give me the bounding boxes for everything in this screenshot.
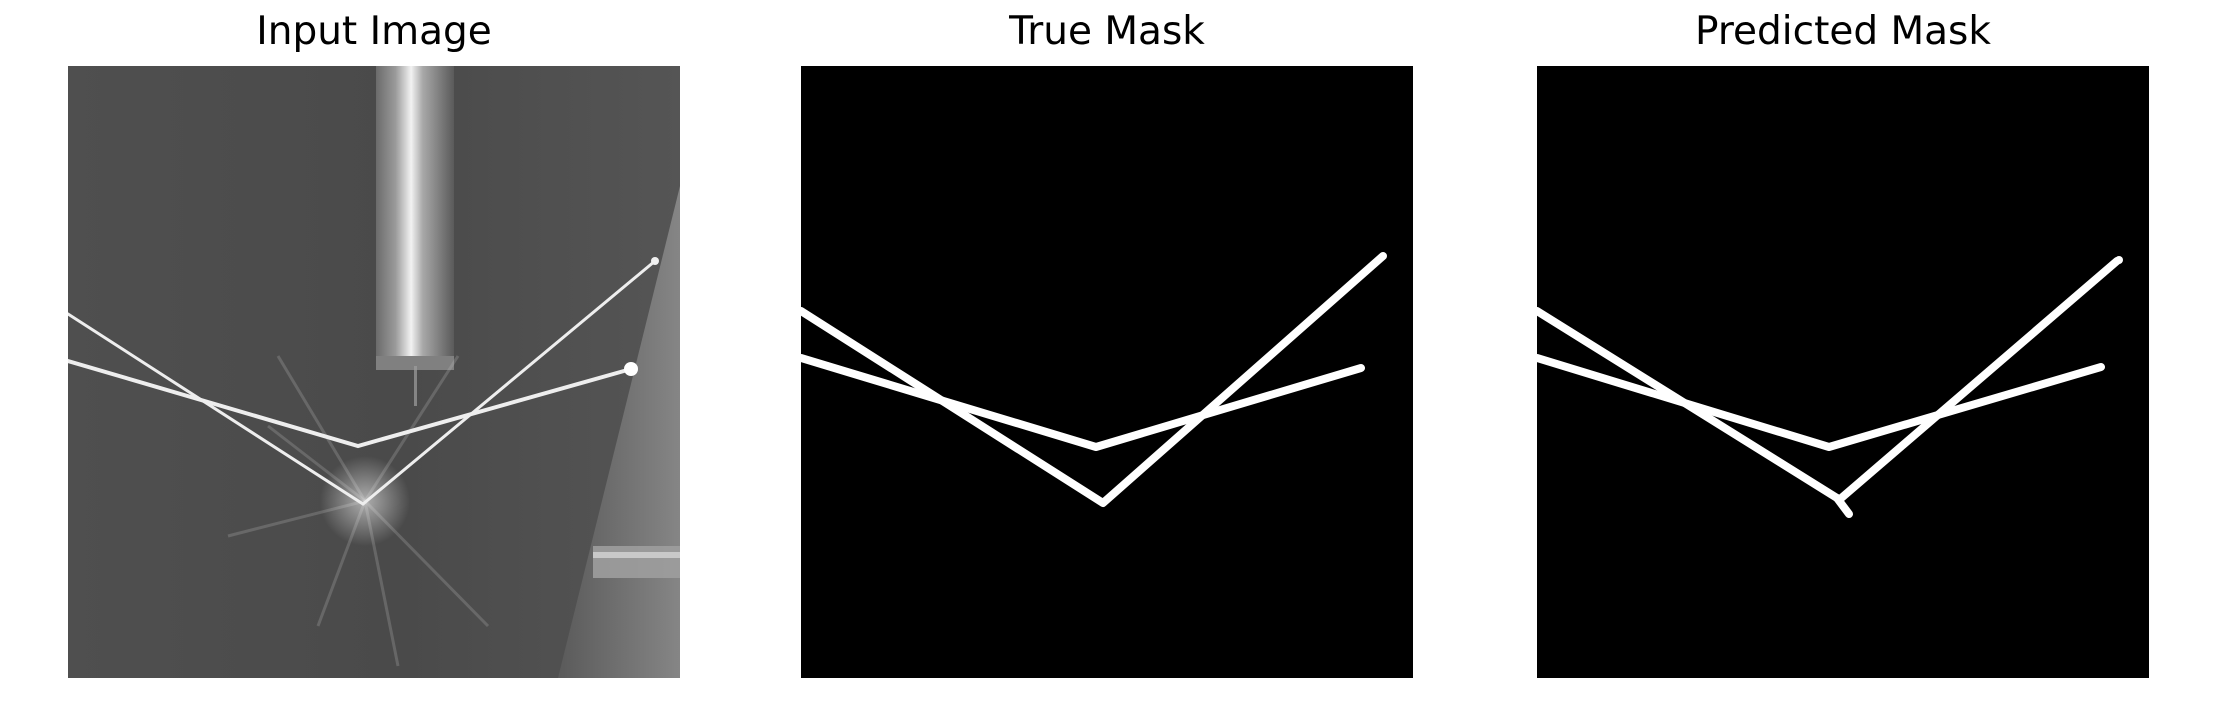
panel-title-predicted-mask: Predicted Mask (1695, 9, 1991, 54)
predicted-mask-image (1537, 66, 2149, 678)
predicted-mask-panel (1537, 66, 2149, 678)
true-mask-image (801, 66, 1413, 678)
true-mask-panel (801, 66, 1413, 678)
input-image (68, 66, 680, 678)
panel-title-true-mask: True Mask (1009, 9, 1205, 54)
input-image-panel (68, 66, 680, 678)
panel-title-input-image: Input Image (256, 9, 492, 54)
